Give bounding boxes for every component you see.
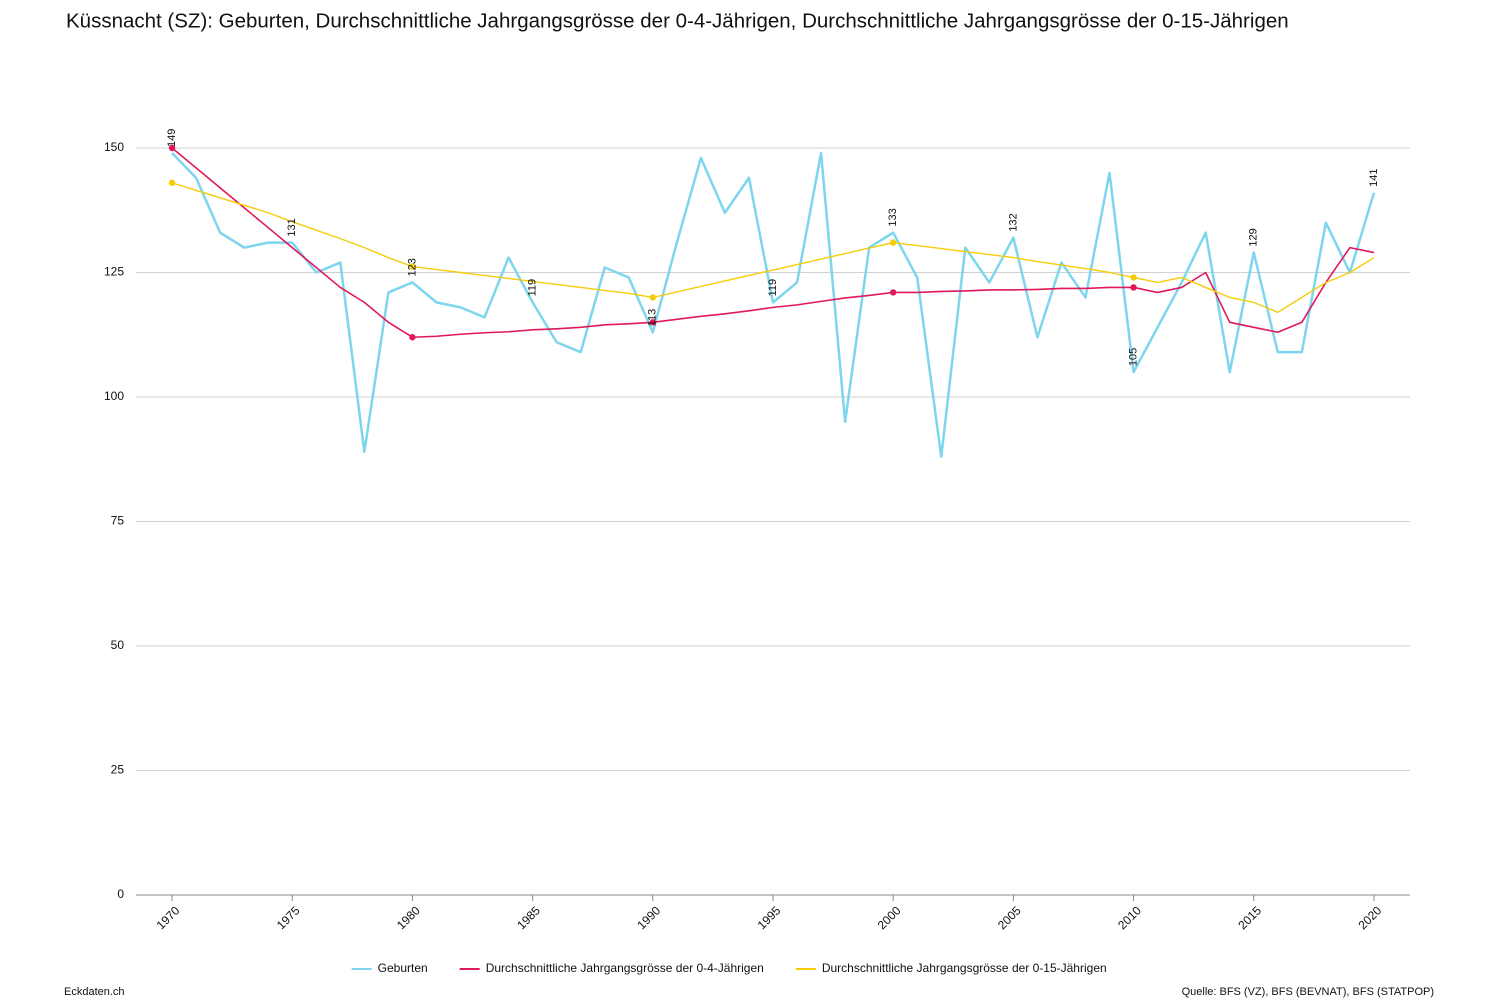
data-label: 113 [647,309,659,327]
point [1130,274,1137,281]
y-tick-label: 125 [104,265,124,279]
point [649,294,657,301]
point [168,179,176,187]
series-line [171,151,1376,459]
footer-left: Eckdaten.ch [64,986,125,998]
x-tick-label: 2020 [1356,903,1385,932]
legend-label: Durchschnittliche Jahrgangsgrösse der 0-… [486,961,764,975]
x-tick-label: 2015 [1235,903,1264,932]
x-tick-label: 1970 [154,903,183,932]
data-label: 132 [1007,213,1019,231]
x-tick-label: 1985 [514,903,543,932]
data-label: 123 [406,258,418,276]
y-tick-label: 150 [104,140,124,154]
point [889,239,897,246]
data-label: 105 [1127,348,1139,366]
x-tick-label: 2000 [875,903,904,932]
x-tick-label: 1995 [755,903,784,932]
legend-label: Durchschnittliche Jahrgangsgrösse der 0-… [822,961,1107,975]
x-tick-label: 2010 [1115,903,1144,932]
chart-title: Küssnacht (SZ): Geburten, Durchschnittli… [66,9,1289,32]
data-label: 131 [286,218,298,236]
data-label: 119 [527,279,539,297]
source: Quelle: BFS (VZ), BFS (BEVNAT), BFS (STA… [1182,986,1434,998]
x-tick-label: 1975 [274,903,303,932]
legend-label: Geburten [378,961,428,975]
x-tick-label: 1980 [394,903,423,932]
data-label: 149 [166,129,178,147]
point [409,334,416,341]
data-label: 119 [767,279,779,297]
x-tick-label: 2005 [995,903,1024,932]
point [889,289,897,296]
legend: Geburten Durchschnittliche Jahrgangsgröss… [351,961,1107,975]
data-label: 129 [1248,228,1260,246]
data-label: 133 [887,208,899,226]
x-tick-label: 1990 [634,903,663,932]
y-tick-label: 0 [117,887,124,901]
y-tick-label: 100 [104,389,124,403]
point [1130,284,1137,291]
point [168,144,176,152]
y-tick-label: 25 [111,763,125,777]
point [409,263,416,270]
y-tick-label: 50 [111,638,125,652]
y-tick-label: 75 [111,514,125,528]
series-line [171,147,1375,339]
point [649,319,657,326]
data-label: 141 [1368,168,1380,186]
series-line [171,182,1375,314]
